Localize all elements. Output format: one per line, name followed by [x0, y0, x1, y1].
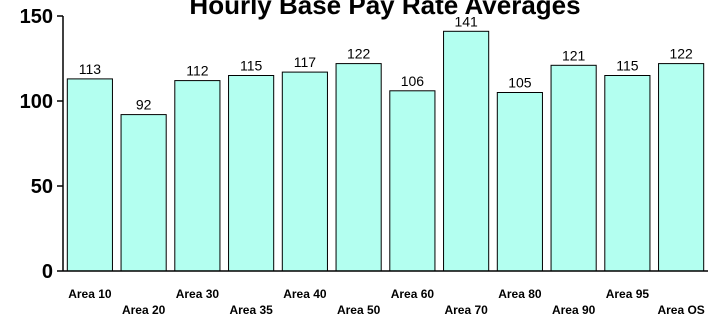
- data-label: 122: [347, 46, 371, 62]
- y-tick-label: 50: [31, 176, 53, 198]
- y-tick-label: 150: [20, 6, 53, 28]
- data-label: 106: [401, 73, 425, 89]
- bar: [335, 63, 382, 272]
- bar: [658, 63, 705, 272]
- data-labels: 113 92 112 115 117 122 106 141 105 121 115 122: [79, 13, 693, 112]
- data-label: 112: [186, 63, 209, 79]
- data-label: 113: [79, 61, 102, 77]
- x-tick-label: Area 50: [337, 303, 381, 317]
- data-label: 105: [508, 75, 532, 91]
- x-tick-label: Area 90: [552, 303, 596, 317]
- bar: [604, 75, 651, 272]
- y-tick-label: 100: [20, 91, 53, 113]
- x-tick-label: Area 40: [283, 287, 327, 301]
- bar: [281, 71, 328, 272]
- x-tick-label: Area 30: [176, 287, 220, 301]
- bar: [389, 90, 436, 272]
- x-tick-label: Area 95: [606, 287, 650, 301]
- x-tick-label: Area OS: [657, 303, 704, 317]
- bar: [120, 114, 167, 272]
- data-label: 122: [669, 46, 693, 62]
- data-label: 121: [562, 47, 586, 63]
- x-tick-label: Area 60: [391, 287, 435, 301]
- y-axis-ticks: 0 50 100 150: [20, 6, 63, 283]
- x-tick-label: Area 10: [68, 287, 112, 301]
- x-tick-label: Area 20: [122, 303, 166, 317]
- bar: [228, 75, 275, 272]
- bar: [496, 92, 543, 272]
- data-label: 141: [454, 13, 478, 29]
- y-tick-label: 0: [42, 261, 53, 283]
- bar: [66, 78, 113, 272]
- chart-title: Hourly Base Pay Rate Averages: [189, 0, 580, 20]
- bar: [443, 30, 490, 272]
- x-tick-label: Area 35: [229, 303, 273, 317]
- data-label: 115: [240, 58, 263, 74]
- bar: [174, 80, 221, 272]
- category-labels: Area 10 Area 20 Area 30 Area 35 Area 40 Area …: [68, 287, 705, 317]
- bars: [66, 30, 705, 272]
- data-label: 117: [294, 54, 317, 70]
- x-tick-label: Area 70: [444, 303, 488, 317]
- bar: [550, 64, 597, 272]
- x-tick-label: Area 80: [498, 287, 542, 301]
- data-label: 92: [136, 97, 152, 113]
- data-label: 115: [616, 58, 639, 74]
